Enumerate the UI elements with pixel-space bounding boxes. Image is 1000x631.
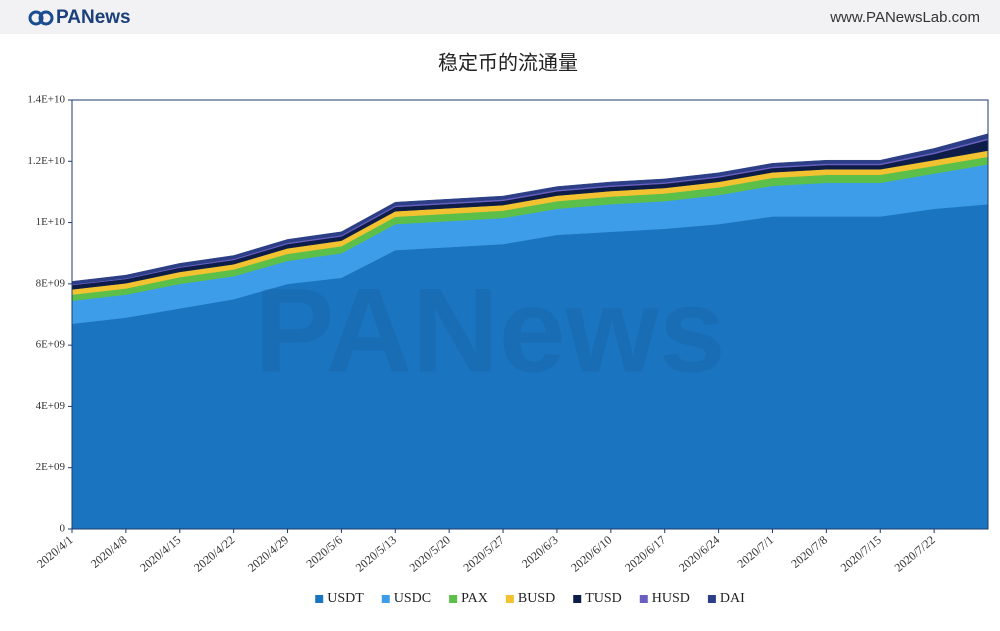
- x-tick-label: 2020/4/8: [88, 533, 130, 571]
- legend-label: DAI: [720, 591, 745, 606]
- x-tick-label: 2020/7/1: [734, 533, 776, 571]
- plot-frame: [71, 99, 989, 530]
- x-tick-label: 2020/7/22: [892, 533, 938, 575]
- plot: PANews 0 2E+09 4E+09 6E+09 8E+09 1E+10 1.2E+10 1…: [27, 94, 989, 606]
- legend-swatch: [573, 595, 582, 603]
- x-tick-label: 2020/6/10: [568, 533, 614, 575]
- legend-label: TUSD: [585, 591, 622, 606]
- x-tick-label: 2020/4/22: [191, 533, 237, 575]
- y-tick-label: 1E+10: [36, 216, 66, 228]
- chart-title: 稳定币的流通量: [438, 51, 578, 75]
- legend-swatch: [449, 595, 458, 603]
- legend-label: HUSD: [652, 591, 690, 606]
- x-tick-label: 2020/5/6: [303, 533, 345, 571]
- x-tick-label: 2020/4/1: [34, 533, 76, 571]
- x-tick-label: 2020/6/3: [519, 533, 561, 571]
- x-tick-label: 2020/7/8: [788, 533, 830, 571]
- legend-swatch: [315, 595, 324, 603]
- legend-swatch: [505, 595, 514, 603]
- x-tick-label: 2020/4/29: [245, 533, 291, 575]
- x-tick-label: 2020/7/15: [838, 533, 884, 575]
- header-bar: [0, 0, 1000, 34]
- x-tick-label: 2020/6/24: [676, 533, 722, 575]
- y-tick-label: 0: [60, 523, 66, 535]
- legend-swatch: [707, 595, 716, 603]
- x-tick-label: 2020/5/20: [407, 533, 453, 575]
- y-tick-label: 1.4E+10: [27, 94, 65, 106]
- legend-swatch: [381, 595, 390, 603]
- logo: PANews: [56, 7, 131, 28]
- legend-label: PAX: [461, 591, 488, 606]
- legend-label: USDT: [327, 591, 364, 606]
- legend-label: USDC: [394, 591, 431, 606]
- y-tick-label: 8E+09: [36, 277, 66, 289]
- legend-label: BUSD: [518, 591, 555, 606]
- site-url: www.PANewsLab.com: [829, 9, 980, 26]
- y-tick-label: 1.2E+10: [27, 155, 65, 167]
- x-tick-label: 2020/5/27: [460, 533, 506, 575]
- logo-icon: [28, 10, 54, 26]
- legend: USDT USDC PAX BUSD TUSD HUSD DAI: [315, 591, 745, 606]
- y-tick-label: 6E+09: [36, 339, 66, 351]
- x-tick-label: 2020/6/17: [622, 533, 668, 575]
- x-tick-label: 2020/4/15: [137, 533, 183, 575]
- y-tick-label: 4E+09: [36, 400, 66, 412]
- watermark: PANews: [254, 264, 725, 398]
- y-tick-label: 2E+09: [36, 461, 66, 473]
- legend-swatch: [639, 595, 648, 603]
- x-tick-label: 2020/5/13: [353, 533, 399, 575]
